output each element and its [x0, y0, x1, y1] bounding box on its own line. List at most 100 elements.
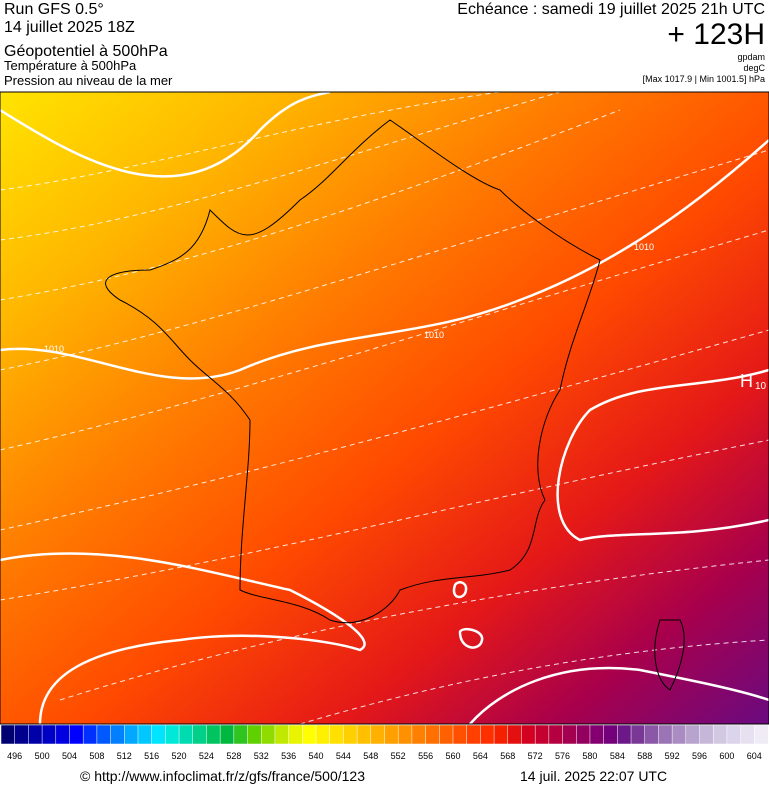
- field-pressure: Pression au niveau de la mer: [4, 73, 173, 88]
- legend-label: 592: [665, 751, 680, 761]
- legend-swatch: [69, 724, 84, 745]
- legend-swatch: [260, 724, 276, 745]
- legend-swatch: [493, 724, 509, 745]
- legend-swatch: [740, 724, 755, 745]
- legend-swatch: [603, 724, 618, 745]
- color-legend: 496 500 504 508 512 516 520 524 528 532 536 540 544 5…: [0, 724, 769, 761]
- legend-swatch: [96, 724, 112, 745]
- map-label: 1010: [44, 344, 64, 354]
- geopotential-contours: [0, 92, 769, 724]
- legend-swatch: [110, 724, 125, 745]
- legend-swatch: [754, 724, 769, 745]
- legend-swatch: [233, 724, 249, 745]
- legend-swatch: [548, 724, 564, 745]
- legend-label: 500: [35, 751, 50, 761]
- footer-source: © http://www.infoclimat.fr/z/gfs/france/…: [80, 768, 365, 784]
- legend-swatch: [82, 724, 98, 745]
- legend-swatch: [630, 724, 646, 745]
- legend-label: 544: [336, 751, 351, 761]
- legend-swatch: [425, 724, 440, 745]
- map: 1010 1010 1010 H 10: [0, 92, 769, 724]
- legend-label: 552: [391, 751, 406, 761]
- legend-label: 604: [747, 751, 762, 761]
- legend-swatch: [397, 724, 413, 745]
- legend-label: 524: [199, 751, 214, 761]
- legend-swatch: [124, 724, 139, 745]
- legend-swatch: [329, 724, 344, 745]
- legend-swatch: [0, 724, 16, 745]
- pressure-range: [Max 1017.9 | Min 1001.5] hPa: [643, 74, 765, 84]
- run-date: 14 juillet 2025 18Z: [4, 19, 135, 36]
- legend-swatch: [165, 724, 180, 745]
- legend-label: 528: [226, 751, 241, 761]
- map-labels: 1010 1010 1010 H 10: [44, 242, 767, 392]
- legend-swatch: [576, 724, 591, 745]
- legend-swatch: [712, 724, 728, 745]
- legend-label: 516: [144, 751, 159, 761]
- legend-label: 532: [254, 751, 269, 761]
- legend-swatch: [356, 724, 372, 745]
- legend-swatch: [521, 724, 536, 745]
- legend-swatch: [480, 724, 495, 745]
- legend-swatch: [658, 724, 673, 745]
- map-label: 1010: [424, 330, 444, 340]
- isobars: [0, 92, 769, 724]
- legend-swatch: [726, 724, 742, 745]
- map-label: H: [740, 371, 753, 391]
- legend-swatch: [288, 724, 303, 745]
- legend-label: 600: [719, 751, 734, 761]
- lead-time: + 123H: [667, 18, 765, 51]
- legend-swatch: [247, 724, 262, 745]
- legend-swatch: [137, 724, 153, 745]
- legend-label: 568: [500, 751, 515, 761]
- legend-label: 496: [7, 751, 22, 761]
- legend-swatch: [274, 724, 290, 745]
- unit-gpdam: gpdam: [737, 52, 765, 62]
- legend-swatch: [219, 724, 235, 745]
- legend-swatch: [302, 724, 317, 745]
- legend-swatch: [507, 724, 523, 745]
- legend-label: 572: [528, 751, 543, 761]
- legend-label: 580: [582, 751, 597, 761]
- footer-timestamp: 14 juil. 2025 22:07 UTC: [520, 768, 667, 784]
- legend-swatch: [534, 724, 550, 745]
- field-geopotential: Géopotentiel à 500hPa: [4, 43, 168, 60]
- legend-swatch: [41, 724, 57, 745]
- legend-label: 504: [62, 751, 77, 761]
- legend-label: 512: [117, 751, 132, 761]
- legend-label: 536: [281, 751, 296, 761]
- legend-swatch: [589, 724, 605, 745]
- field-temperature: Température à 500hPa: [4, 58, 137, 73]
- legend-swatch: [14, 724, 29, 745]
- run-title: Run GFS 0.5°: [4, 1, 104, 18]
- legend-label: 576: [555, 751, 570, 761]
- legend-label: 548: [363, 751, 378, 761]
- legend-label: 564: [473, 751, 488, 761]
- legend-swatch: [439, 724, 454, 745]
- legend-swatch: [28, 724, 43, 745]
- legend-label: 556: [418, 751, 433, 761]
- legend-swatch: [370, 724, 386, 745]
- map-label: 1010: [634, 242, 654, 252]
- legend-swatch: [151, 724, 166, 745]
- legend-swatch: [685, 724, 701, 745]
- coastline: [105, 119, 685, 691]
- legend-swatch: [343, 724, 358, 745]
- legend-swatch: [315, 724, 331, 745]
- legend-label: 508: [89, 751, 104, 761]
- legend-swatch: [671, 724, 687, 745]
- legend-swatch: [178, 724, 194, 745]
- legend-label: 584: [610, 751, 625, 761]
- legend-label: 540: [309, 751, 324, 761]
- legend-swatch: [192, 724, 207, 745]
- legend-swatch: [466, 724, 481, 745]
- legend-swatch: [206, 724, 221, 745]
- map-label: 10: [755, 381, 767, 392]
- legend-swatch: [617, 724, 632, 745]
- legend-swatch: [562, 724, 577, 745]
- legend-swatch: [452, 724, 468, 745]
- valid-time: Echéance : samedi 19 juillet 2025 21h UT…: [457, 1, 765, 18]
- legend-label: 596: [692, 751, 707, 761]
- unit-degc: degC: [743, 63, 765, 73]
